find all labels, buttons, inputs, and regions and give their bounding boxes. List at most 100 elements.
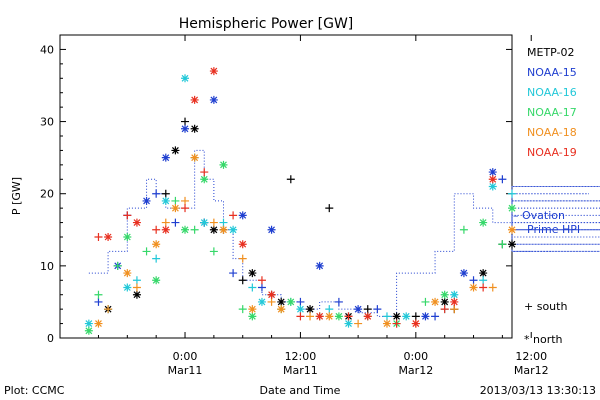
south-point-noaa-19	[296, 312, 305, 321]
south-point-noaa-18	[161, 218, 170, 227]
legend-entry-noaa-18: NOAA-18	[527, 126, 577, 139]
north-point-noaa-19	[161, 225, 170, 234]
legend: METP-02 NOAA-15 NOAA-16 NOAA-17 NOAA-18 NOAA-…	[513, 46, 580, 346]
south-point-metp-02	[325, 204, 334, 213]
north-point-noaa-16	[296, 305, 305, 314]
north-point-noaa-19	[363, 312, 372, 321]
north-point-noaa-17	[123, 233, 132, 241]
x-tick-time: 0:00	[173, 350, 198, 363]
north-point-metp-02	[508, 240, 516, 249]
north-point-noaa-19	[190, 95, 199, 104]
north-point-noaa-19	[238, 240, 247, 249]
south-point-noaa-19	[257, 276, 266, 285]
south-point-noaa-17	[171, 196, 180, 205]
south-point-noaa-17	[113, 261, 122, 270]
legend-south: + south	[524, 300, 567, 313]
north-point-noaa-17	[181, 225, 190, 234]
south-point-metp-02	[161, 189, 170, 198]
north-point-noaa-17	[479, 218, 488, 227]
south-point-noaa-15	[431, 312, 440, 321]
north-point-noaa-19	[132, 218, 141, 227]
north-point-noaa-18	[277, 305, 286, 314]
north-point-metp-02	[392, 312, 401, 321]
south-point-noaa-15	[334, 297, 343, 306]
north-point-noaa-17	[508, 204, 516, 213]
south-point-noaa-15	[171, 218, 180, 227]
north-point-noaa-16	[257, 297, 266, 306]
north-point-noaa-19	[315, 312, 324, 321]
south-point-noaa-18	[306, 312, 315, 321]
south-point-noaa-15	[373, 305, 382, 314]
north-point-noaa-16	[344, 319, 353, 328]
legend-entry-noaa-16: NOAA-16	[527, 86, 577, 99]
south-point-noaa-17	[209, 247, 218, 256]
south-point-noaa-19	[479, 283, 488, 292]
north-point-noaa-18	[431, 297, 440, 306]
x-tick-date: Mar12	[514, 364, 549, 377]
north-point-noaa-17	[248, 312, 257, 321]
north-point-noaa-16	[488, 182, 497, 191]
south-point-noaa-16	[479, 276, 488, 285]
north-point-metp-02	[479, 269, 488, 278]
south-point-metp-02	[363, 305, 372, 314]
north-point-noaa-18	[325, 312, 334, 321]
y-axis-label: P [GW]	[10, 177, 23, 215]
south-point-noaa-17	[498, 240, 507, 249]
south-point-noaa-19	[152, 225, 161, 234]
north-point-noaa-15	[238, 211, 247, 220]
south-point-noaa-17	[190, 225, 199, 234]
south-point-noaa-19	[392, 319, 401, 328]
north-point-noaa-16	[229, 225, 238, 234]
x-tick-date: Mar11	[283, 364, 318, 377]
south-point-noaa-18	[132, 283, 141, 292]
legend-entry-metp-02: METP-02	[527, 46, 575, 59]
south-point-noaa-17	[142, 247, 151, 256]
south-point-noaa-16	[382, 312, 391, 321]
north-point-noaa-15	[354, 305, 363, 314]
x-axis-label: Date and Time	[260, 384, 341, 397]
south-point-noaa-17	[94, 290, 103, 299]
north-point-noaa-19	[267, 290, 276, 299]
north-point-noaa-17	[219, 160, 228, 169]
south-point-noaa-15	[229, 269, 238, 278]
south-point-metp-02	[181, 117, 190, 126]
x-tick-date: Mar12	[398, 364, 433, 377]
south-point-noaa-17	[421, 297, 430, 306]
north-point-noaa-15	[142, 196, 151, 205]
north-point-noaa-18	[508, 225, 516, 234]
north-point-noaa-16	[450, 290, 459, 299]
plot-credit: Plot: CCMC	[4, 384, 65, 397]
south-point-noaa-19	[94, 233, 103, 241]
north-point-noaa-15	[488, 168, 497, 177]
north-point-noaa-18	[248, 305, 257, 314]
north-point-noaa-16	[402, 312, 411, 321]
south-point-metp-02	[411, 312, 420, 321]
south-point-noaa-19	[200, 168, 209, 177]
south-point-noaa-18	[104, 305, 113, 314]
x-tick-time: 12:00	[285, 350, 317, 363]
south-point-noaa-18	[209, 218, 218, 227]
north-point-noaa-15	[459, 269, 468, 278]
x-tick-date: Mar11	[168, 364, 203, 377]
legend-entry-noaa-17: NOAA-17	[527, 106, 577, 119]
north-point-noaa-18	[152, 240, 161, 249]
south-point-noaa-19	[181, 204, 190, 213]
north-point-metp-02	[132, 290, 141, 299]
north-point-noaa-15	[315, 261, 324, 270]
north-point-noaa-15	[421, 312, 430, 321]
north-point-noaa-15	[161, 153, 170, 162]
north-point-noaa-15	[181, 124, 190, 133]
plot-area: 0102030400:00Mar1112:00Mar110:00Mar1212:…	[40, 34, 600, 377]
y-tick-label: 30	[40, 116, 54, 129]
south-point-noaa-16	[248, 283, 257, 292]
north-point-noaa-17	[286, 297, 295, 306]
south-point-noaa-17	[459, 225, 468, 234]
north-point-noaa-19	[104, 233, 113, 241]
south-point-noaa-19	[344, 312, 353, 321]
south-point-noaa-18	[450, 305, 459, 314]
south-point-noaa-15	[296, 297, 305, 306]
north-point-noaa-16	[161, 196, 170, 205]
north-point-noaa-19	[411, 319, 420, 328]
north-point-noaa-17	[440, 290, 449, 299]
